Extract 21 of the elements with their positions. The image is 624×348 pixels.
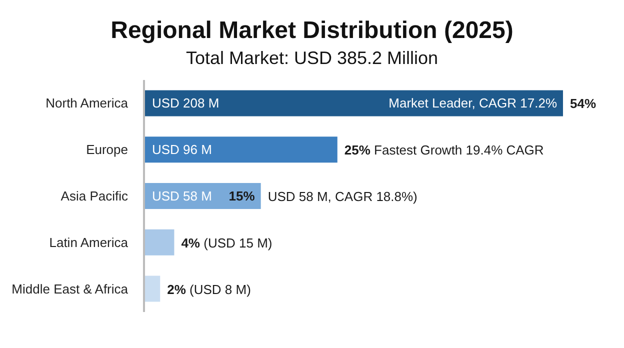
data-label: USD 208 M	[152, 96, 220, 111]
bar	[144, 229, 174, 256]
y-tick-label: Asia Pacific	[60, 188, 128, 204]
data-label: USD 96 M	[152, 142, 212, 158]
annotation: USD 58 M, CAGR 18.8%)	[268, 188, 418, 204]
y-tick-label: Middle East & Africa	[12, 281, 129, 296]
bar	[144, 90, 563, 116]
y-tick-label: North America	[46, 96, 129, 111]
annotation: Market Leader, CAGR 17.2%	[388, 96, 558, 111]
chart-title: Regional Market Distribution (2025)	[110, 16, 514, 46]
bar	[144, 136, 338, 163]
annotation: 54%	[570, 96, 596, 111]
annotation: 15%	[228, 188, 256, 204]
annotation: 4% (USD 15 M)	[181, 234, 272, 250]
chart-subtitle: Total Market: USD 385.2 Million	[184, 47, 440, 70]
bar	[144, 276, 160, 302]
annotation: 25% Fastest Growth 19.4% CAGR	[344, 142, 544, 158]
data-label: USD 58 M	[152, 188, 212, 204]
y-tick-label: Latin America	[49, 234, 129, 250]
y-tick-label: Europe	[86, 142, 128, 158]
annotation: 2% (USD 8 M)	[167, 281, 251, 296]
